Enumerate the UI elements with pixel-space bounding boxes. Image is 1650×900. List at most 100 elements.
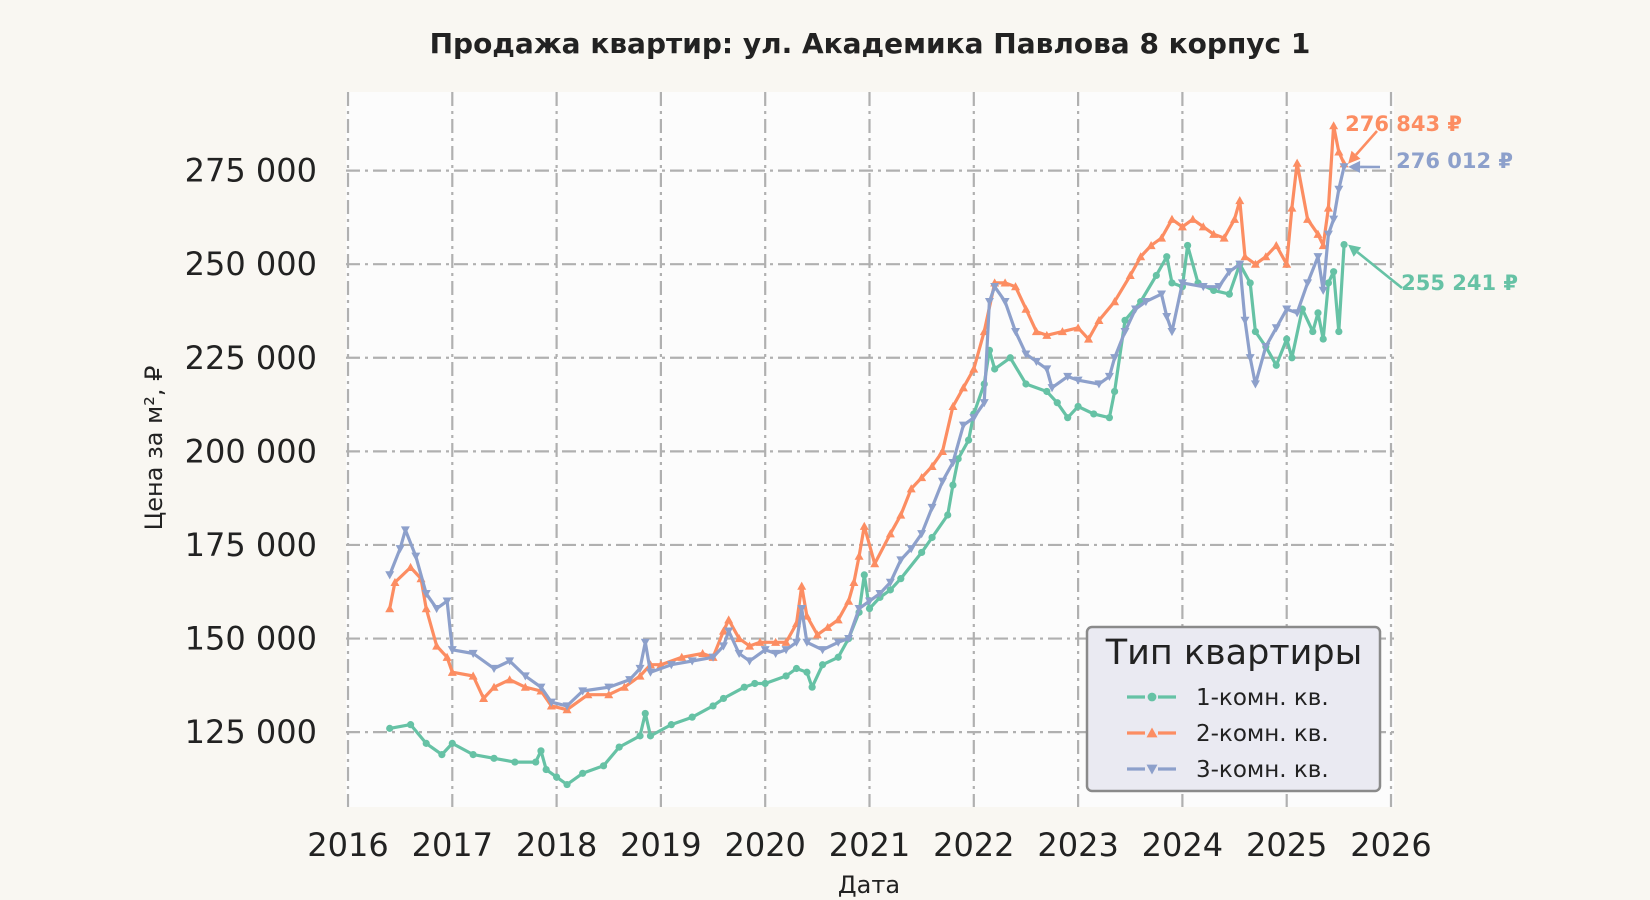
data-point — [1057, 327, 1067, 336]
data-point — [635, 664, 645, 673]
x-tick-label: 2016 — [307, 826, 388, 864]
annotation-arrow — [1355, 130, 1378, 156]
y-tick-label: 200 000 — [185, 432, 317, 470]
data-point — [1303, 214, 1313, 223]
data-point — [1022, 380, 1030, 388]
legend-entry: 3-комн. кв. — [1127, 757, 1329, 783]
y-axis-label: Цена за м², ₽ — [140, 366, 168, 531]
data-point — [641, 709, 649, 718]
data-point — [885, 529, 895, 538]
data-point — [604, 683, 614, 692]
data-point — [636, 732, 644, 740]
series-layer — [385, 121, 1349, 789]
data-point — [771, 637, 781, 646]
data-point — [708, 653, 718, 662]
data-point — [802, 638, 812, 647]
data-point — [579, 769, 587, 777]
x-tick-label: 2020 — [724, 826, 805, 864]
data-point — [1318, 286, 1328, 295]
data-point — [479, 693, 489, 703]
data-point — [917, 530, 927, 539]
data-point — [1074, 402, 1082, 411]
data-point — [432, 641, 442, 650]
data-point — [438, 750, 446, 759]
end-value-annotation: 276 012 ₽ — [1348, 149, 1513, 173]
data-point — [1209, 229, 1219, 238]
data-point — [615, 743, 623, 751]
series-line — [388, 124, 1346, 712]
data-point — [698, 649, 708, 658]
series-1 — [386, 240, 1348, 789]
data-point — [844, 634, 854, 644]
data-point — [718, 642, 728, 651]
y-tick-label: 225 000 — [185, 339, 317, 377]
data-point — [865, 604, 874, 613]
data-point — [854, 551, 864, 560]
data-point — [1334, 147, 1344, 156]
data-point — [1198, 222, 1208, 231]
data-point — [734, 649, 744, 659]
data-point — [1125, 270, 1135, 280]
data-point — [1063, 372, 1073, 382]
data-point — [734, 634, 744, 643]
data-point — [834, 653, 842, 661]
data-point — [583, 690, 593, 699]
data-point — [520, 672, 530, 681]
data-point — [667, 721, 675, 729]
x-tick-label: 2023 — [1037, 826, 1118, 864]
data-point — [1084, 334, 1094, 343]
legend-label: 2-комн. кв. — [1196, 721, 1329, 747]
data-point — [1271, 324, 1281, 333]
data-point — [553, 773, 561, 781]
data-point — [635, 671, 645, 680]
data-point — [928, 533, 936, 542]
x-tick-label: 2021 — [829, 826, 910, 864]
data-point — [984, 298, 994, 307]
data-point — [1094, 380, 1104, 389]
data-point — [896, 510, 906, 519]
data-point — [1121, 316, 1129, 324]
data-point — [979, 399, 989, 408]
end-value-label: 276 843 ₽ — [1345, 112, 1462, 136]
data-point — [755, 637, 765, 646]
data-point — [1064, 414, 1072, 422]
data-point — [792, 664, 801, 673]
data-point — [1031, 357, 1041, 367]
data-point — [390, 577, 400, 586]
data-point — [781, 637, 791, 646]
data-point — [421, 590, 431, 599]
data-point — [400, 526, 410, 535]
data-point — [1230, 214, 1240, 223]
data-point — [688, 713, 696, 721]
data-point — [1104, 372, 1114, 382]
data-point — [1021, 350, 1031, 359]
data-point — [1292, 309, 1302, 318]
legend-box — [1085, 625, 1382, 793]
x-tick-label: 2026 — [1350, 826, 1431, 864]
data-point — [1261, 252, 1271, 261]
data-point — [1318, 240, 1328, 250]
data-point — [818, 661, 827, 669]
data-point — [854, 604, 864, 614]
data-point — [563, 780, 571, 789]
data-point — [546, 698, 556, 707]
data-point — [1162, 313, 1172, 322]
data-point — [724, 627, 734, 636]
data-point — [1167, 327, 1177, 337]
data-point — [918, 548, 926, 557]
data-point — [1163, 253, 1171, 261]
data-point — [677, 652, 687, 661]
data-point — [760, 646, 770, 655]
data-point — [1110, 297, 1120, 306]
data-point — [619, 682, 629, 691]
data-point — [1272, 361, 1280, 369]
data-point — [1006, 354, 1014, 362]
y-tick-label: 175 000 — [185, 526, 317, 564]
annotation-arrow — [1356, 251, 1403, 290]
data-point — [1319, 335, 1327, 343]
data-point — [406, 721, 415, 729]
data-point — [823, 622, 833, 631]
data-point — [1053, 399, 1061, 407]
data-point — [447, 667, 457, 676]
legend-marker — [1146, 727, 1158, 738]
